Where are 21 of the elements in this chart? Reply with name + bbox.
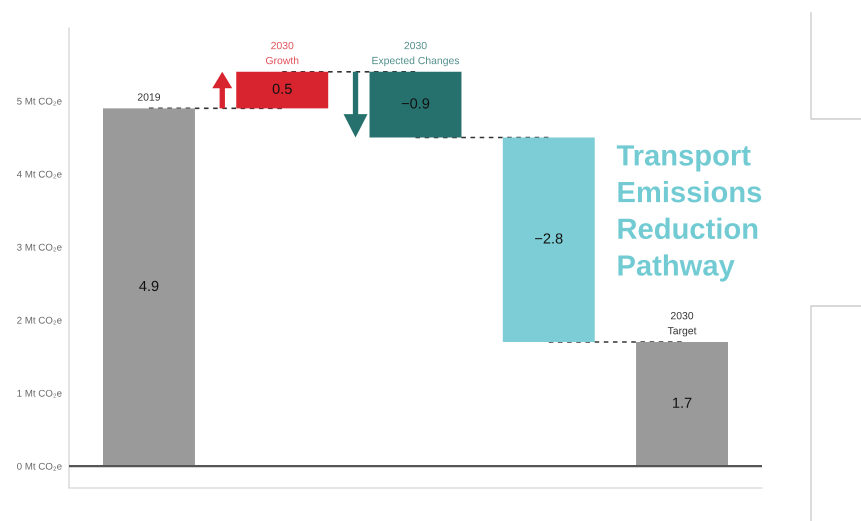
y-tick-label: 4 Mt CO₂e: [16, 170, 62, 178]
data-label: −0.9: [402, 98, 430, 109]
y-tick-label: 1 Mt CO₂e: [17, 390, 62, 398]
y-tick-label: 3 Mt CO₂e: [17, 244, 62, 252]
bar: [102, 108, 195, 466]
x-tick-label: 2019: [138, 93, 160, 101]
y-tick-label: 5 Mt CO₂e: [17, 98, 62, 106]
bar: [236, 72, 328, 108]
data-label: 4.9: [139, 280, 158, 292]
data-label: −2.8: [535, 233, 563, 244]
y-tick-label: 2 Mt CO₂e: [17, 316, 62, 324]
x-tick-label: 2030 Expected Changes: [372, 42, 460, 66]
y-tick-label: 0 Mt CO₂e: [17, 462, 62, 470]
x-tick-label: 2030 Growth: [266, 42, 298, 64]
data-label: 0.5: [272, 84, 292, 94]
x-tick-label: 2030 Target: [668, 312, 696, 336]
bar: [370, 72, 462, 138]
data-label: 1.7: [673, 398, 692, 408]
bar: [502, 138, 595, 342]
bar: [636, 342, 728, 466]
text: Transport Emissions Reduction Pathway: [616, 145, 762, 282]
